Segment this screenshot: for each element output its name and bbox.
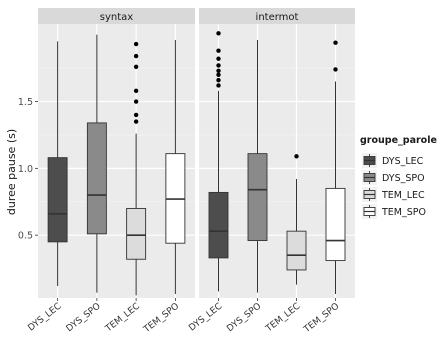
box-iqr — [325, 187, 346, 262]
outlier-point — [133, 64, 139, 69]
box-iqr — [86, 122, 107, 235]
facet-strip — [199, 8, 355, 24]
facet-strip-label: syntax — [100, 12, 134, 23]
box-dys-lec — [47, 41, 68, 286]
legend-label: TEM_SPO — [381, 207, 426, 218]
outlier-point — [133, 41, 139, 47]
box-iqr — [126, 207, 147, 260]
x-tick-label: TEM_SPO — [302, 301, 342, 335]
x-tick-label: DYS_SPO — [65, 301, 103, 334]
facet-strip — [38, 8, 195, 24]
box-tem-spo — [325, 40, 346, 294]
outlier-point — [216, 68, 221, 73]
box-iqr — [247, 153, 268, 241]
legend-item-dys-spo: DYS_SPO — [362, 170, 425, 185]
box-dys-spo — [86, 34, 107, 293]
outlier-point — [333, 67, 338, 72]
y-axis-label: duree pause (s) — [5, 129, 18, 215]
x-tick-label: TEM_LEC — [264, 301, 303, 334]
outlier-point — [216, 83, 221, 88]
box-iqr — [47, 157, 68, 243]
legend-label: DYS_LEC — [382, 156, 424, 167]
legend-label: TEM_LEC — [381, 190, 425, 201]
outlier-point — [216, 63, 221, 68]
x-tick-label: TEM_LEC — [103, 301, 142, 334]
outlier-point — [133, 119, 139, 124]
outlier-point — [133, 99, 139, 104]
box-tem-lec — [286, 154, 307, 285]
x-tick-label: TEM_SPO — [141, 301, 181, 335]
outlier-point — [216, 31, 221, 36]
outlier-point — [333, 40, 338, 45]
outlier-point — [216, 48, 221, 53]
x-tick-label: DYS_LEC — [26, 301, 63, 333]
outlier-point — [294, 154, 299, 159]
box-iqr — [286, 230, 307, 271]
box-iqr — [208, 191, 229, 259]
y-tick-label: 1.5 — [18, 97, 33, 108]
x-tick-label: DYS_LEC — [187, 301, 224, 333]
y-tick-label: 0.5 — [18, 231, 33, 242]
box-tem-spo — [165, 40, 186, 294]
outlier-point — [133, 112, 139, 118]
outlier-point — [216, 56, 221, 61]
box-dys-lec — [208, 31, 229, 292]
outlier-point — [133, 53, 139, 59]
legend-item-tem-spo: TEM_SPO — [362, 204, 426, 219]
box-tem-lec — [126, 41, 147, 296]
outlier-point — [216, 72, 221, 77]
legend-title: groupe_parole — [360, 135, 437, 146]
x-tick-label: DYS_SPO — [225, 301, 263, 334]
legend-item-dys-lec: DYS_LEC — [362, 153, 424, 168]
legend-item-tem-lec: TEM_LEC — [362, 187, 425, 202]
legend-label: DYS_SPO — [382, 173, 425, 184]
box-dys-spo — [247, 40, 268, 293]
outlier-point — [133, 88, 139, 94]
facet-strip-label: intermot — [256, 12, 299, 23]
outlier-point — [216, 77, 221, 83]
y-tick-label: 1.0 — [18, 164, 33, 175]
